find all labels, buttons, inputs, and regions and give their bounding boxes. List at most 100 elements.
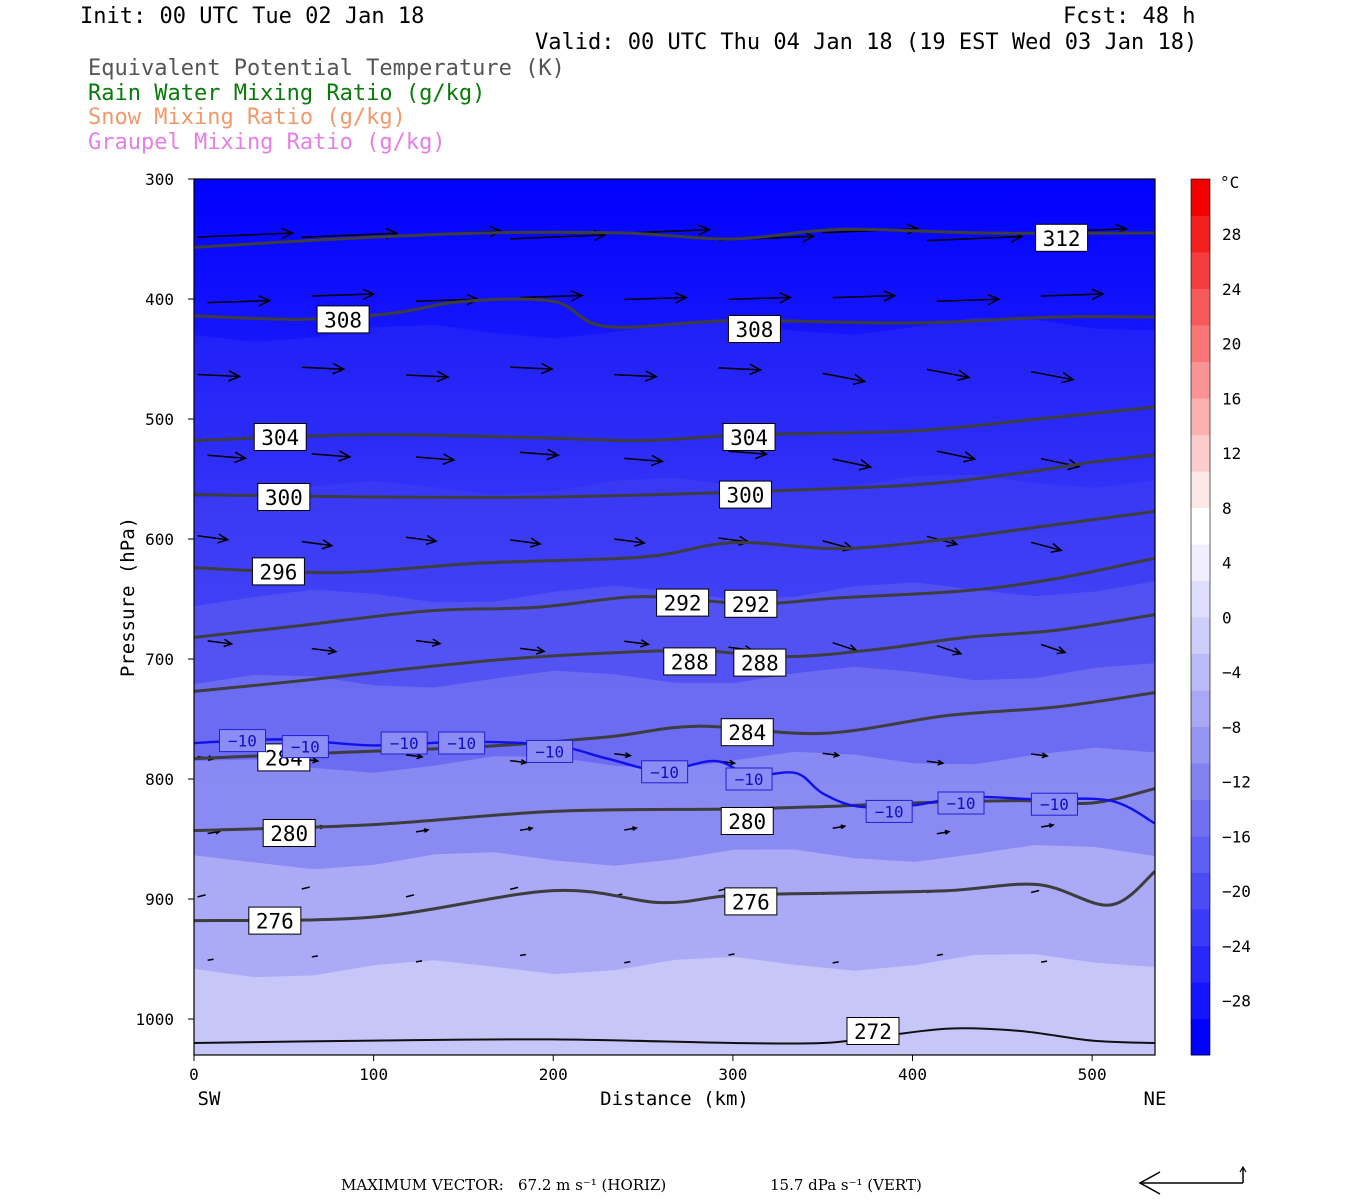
wind-arrow-head: [527, 826, 534, 832]
wind-arrow: [405, 754, 423, 758]
wind-arrow-head: [632, 826, 639, 832]
wind-arrow-head: [852, 373, 867, 386]
isotherm-label: −10: [650, 763, 679, 782]
colorbar-swatch: [1191, 1018, 1210, 1056]
init-time: Init: 00 UTC Tue 02 Jan 18: [80, 4, 425, 29]
wind-arrow-head: [362, 288, 376, 301]
wind-arrow: [832, 641, 857, 652]
colorbar-frame: [1190, 178, 1211, 1056]
wind-arrow: [624, 961, 631, 964]
wind-arrow-head: [570, 290, 584, 302]
legend-rain: Rain Water Mixing Ratio (g/kg): [88, 81, 486, 106]
wind-arrow: [926, 760, 943, 764]
wind-arrow-head: [952, 647, 963, 656]
theta-e-label: 292: [664, 592, 702, 616]
wind-arrow-head: [963, 451, 977, 463]
isotherm-label-box: [641, 760, 689, 784]
colorbar-tick-label: 8: [1222, 499, 1232, 518]
wind-arrow: [301, 540, 332, 547]
theta-e-label: 304: [261, 426, 299, 450]
wind-arrow: [832, 961, 839, 964]
wind-arrow: [822, 372, 865, 383]
colorbar-swatch: [1191, 726, 1210, 764]
colorbar-tick-label: 12: [1222, 444, 1241, 463]
max-vector-horiz: 67.2 m s⁻¹ (HORIZ): [518, 1176, 667, 1194]
colorbar-tick-label: −8: [1222, 718, 1241, 737]
theta-e-contour-284: [194, 691, 1155, 761]
theta-e-label: 280: [728, 810, 766, 834]
wind-arrow: [936, 298, 999, 302]
isotherm-label: −10: [735, 770, 764, 789]
theta-e-label: 284: [728, 721, 766, 745]
colorbar-unit: °C: [1220, 173, 1239, 192]
wind-arrow: [311, 293, 374, 297]
wind-arrow-head: [281, 227, 295, 240]
theta-e-contour-304: [194, 405, 1155, 443]
colorbar-swatch: [1191, 690, 1210, 727]
theta-e-label: 308: [735, 318, 773, 342]
theta-e-label: 308: [324, 308, 362, 332]
y-tick-label: 700: [145, 650, 174, 669]
x-tick-label: 300: [718, 1065, 747, 1084]
theta-e-label-box: [722, 423, 776, 451]
wind-arrow-head: [1056, 646, 1067, 655]
theta-e-label-box: [718, 480, 772, 509]
y-tick-label: 800: [145, 770, 174, 789]
isotherm-label: −10: [875, 802, 904, 821]
wind-arrow: [415, 960, 423, 963]
colorbar-swatch: [1191, 471, 1210, 508]
wind-arrow: [510, 234, 606, 240]
wind-arrow-head: [906, 223, 920, 235]
wind-arrow-head: [937, 759, 945, 766]
wind-arrow-head: [1048, 823, 1055, 829]
wind-arrow: [207, 958, 214, 962]
theta-e-label: 276: [732, 890, 770, 914]
theta-e-label-box: [656, 588, 710, 617]
colorbar-swatch: [1191, 617, 1210, 654]
wind-arrow-head: [698, 224, 712, 236]
theta-e-label: 300: [726, 484, 764, 508]
colorbar-swatch: [1191, 179, 1210, 216]
wind-arrow-head: [332, 362, 346, 375]
wind-arrow-head: [1041, 752, 1049, 759]
wind-arrow: [197, 232, 293, 238]
theta-e-label-box: [257, 483, 311, 511]
theta-e-contour-296: [194, 509, 1155, 575]
wind-arrow-head: [749, 363, 763, 376]
wind-arrow: [1040, 960, 1048, 963]
wind-arrow: [311, 955, 318, 958]
max-vector-reference-arrow: [1138, 1165, 1247, 1195]
wind-arrow: [728, 450, 767, 455]
colorbar-tick-label: −16: [1222, 827, 1251, 846]
wind-arrow: [822, 752, 839, 757]
x-right-label-ne: NE: [1144, 1088, 1167, 1110]
wind-arrow-head: [234, 451, 248, 464]
legend-theta-e: Equivalent Potential Temperature (K): [88, 56, 565, 81]
wind-arrow: [207, 454, 246, 459]
wind-arrow-head: [520, 758, 528, 766]
colorbar-swatch: [1191, 288, 1210, 326]
theta-e-label-box: [724, 887, 778, 916]
forecast-hour: Fcst: 48 h: [1063, 4, 1196, 29]
isotherm-label: −10: [447, 734, 476, 753]
colorbar-tick-label: −20: [1222, 882, 1251, 901]
wind-arrow-head: [944, 829, 951, 835]
wind-arrow-head: [327, 646, 338, 655]
theta-e-label: 312: [1043, 227, 1081, 251]
wind-arrow-head: [425, 534, 438, 546]
colorbar-tick-label: 16: [1222, 389, 1241, 408]
wind-arrow-head: [675, 292, 689, 304]
wind-arrow: [405, 374, 449, 378]
colorbar-swatch: [1191, 580, 1210, 618]
colorbar-swatch: [1191, 836, 1210, 873]
wind-arrow-head: [489, 225, 503, 238]
wind-arrow: [624, 457, 663, 463]
isotherm-label-box: [1030, 792, 1078, 816]
wind-arrow: [1040, 643, 1066, 654]
wind-arrow: [718, 367, 761, 371]
wind-arrow: [197, 534, 228, 541]
y-tick-label: 300: [145, 170, 174, 189]
max-vector-label: MAXIMUM VECTOR:: [341, 1176, 504, 1194]
wind-arrow: [415, 639, 441, 645]
wind-arrow: [207, 830, 220, 835]
